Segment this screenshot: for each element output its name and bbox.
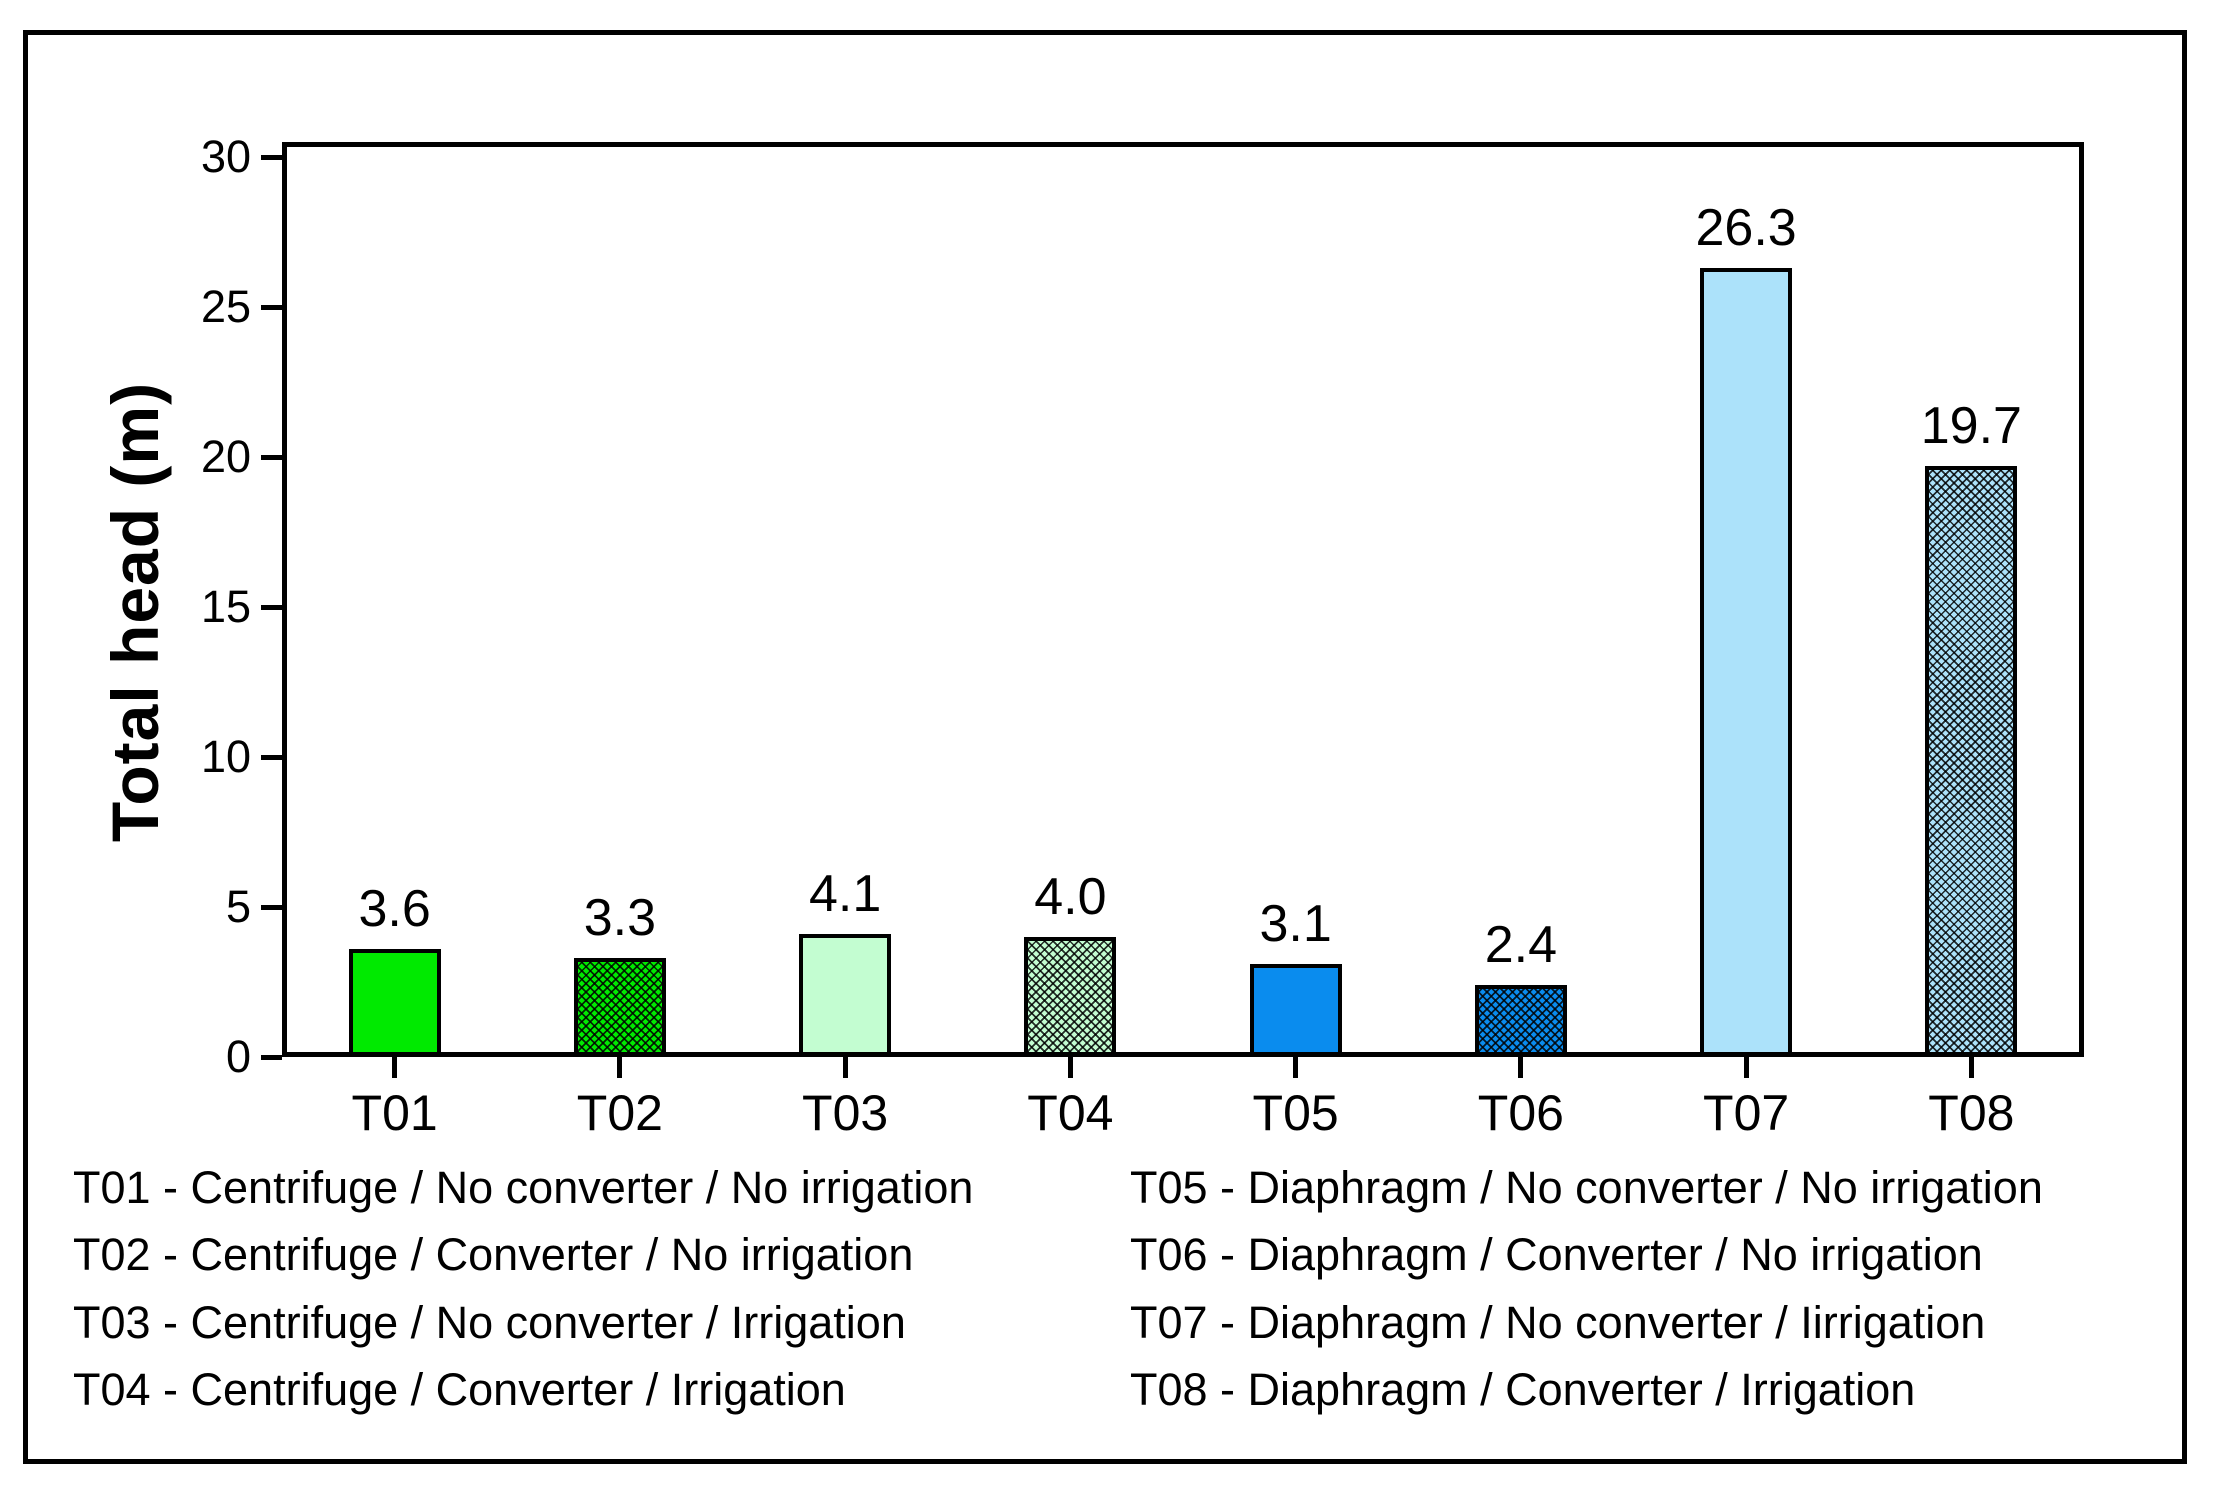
y-tick-label-10: 10	[200, 731, 251, 782]
x-tick-label-T05: T05	[1252, 1085, 1339, 1141]
y-tick-10	[261, 754, 282, 760]
bar-value-label-T08: 19.7	[1920, 397, 2022, 455]
bar-value-label-T02: 3.3	[583, 889, 657, 947]
x-tick-label-T02: T02	[576, 1085, 663, 1141]
y-tick-5	[261, 904, 282, 910]
plot-area-frame	[282, 142, 2084, 1057]
bar-T06	[1474, 985, 1567, 1057]
bar-value-label-T03: 4.1	[808, 865, 882, 923]
legend-item-t07: T07 - Diaphragm / No converter / Iirriga…	[1130, 1297, 1986, 1348]
legend-item-t05: T05 - Diaphragm / No converter / No irri…	[1130, 1162, 2043, 1213]
x-tick-label-T04: T04	[1027, 1085, 1114, 1141]
x-tick-label-T07: T07	[1703, 1085, 1790, 1141]
x-tick-T04	[1067, 1057, 1073, 1078]
x-tick-label-T08: T08	[1928, 1085, 2015, 1141]
bar-T01	[348, 949, 441, 1057]
y-tick-label-25: 25	[200, 281, 251, 332]
legend-item-t01: T01 - Centrifuge / No converter / No irr…	[73, 1162, 974, 1213]
x-tick-label-T01: T01	[351, 1085, 438, 1141]
legend-item-t06: T06 - Diaphragm / Converter / No irrigat…	[1130, 1229, 1983, 1280]
x-tick-label-T03: T03	[802, 1085, 889, 1141]
bars-layer: 3.6 3.3 4.1 4.0 3.1 2.4 26.3 19.7	[282, 142, 2084, 1057]
legend-item-t03: T03 - Centrifuge / No converter / Irriga…	[73, 1297, 906, 1348]
axis-ticks-layer: 0 5 10 15 20 25 30 T01 T02 T03 T04 T05 T06 T07 T08	[201, 132, 2084, 1141]
legend-item-t08: T08 - Diaphragm / Converter / Irrigation	[1130, 1364, 1916, 1415]
bar-value-label-T01: 3.6	[358, 880, 431, 938]
y-tick-25	[261, 304, 282, 310]
x-tick-T02	[617, 1057, 623, 1078]
y-tick-20	[261, 454, 282, 460]
y-tick-label-30: 30	[200, 131, 251, 182]
figure-border	[23, 30, 2187, 1464]
y-tick-15	[261, 604, 282, 610]
legend-item-t02: T02 - Centrifuge / Converter / No irriga…	[73, 1229, 914, 1280]
x-tick-T06	[1518, 1057, 1524, 1078]
bar-T08	[1925, 466, 2018, 1057]
bar-T04	[1024, 937, 1117, 1057]
x-tick-T01	[392, 1057, 398, 1078]
bar-T03	[799, 934, 892, 1057]
y-tick-label-0: 0	[225, 1031, 251, 1082]
bar-T02	[573, 958, 666, 1057]
y-tick-0	[261, 1054, 282, 1060]
y-tick-label-5: 5	[225, 881, 251, 932]
bar-value-label-T05: 3.1	[1259, 895, 1332, 953]
y-tick-label-15: 15	[200, 581, 251, 632]
y-tick-30	[261, 154, 282, 160]
bar-T07	[1700, 268, 1793, 1057]
x-tick-T05	[1293, 1057, 1299, 1078]
bar-value-label-T07: 26.3	[1695, 199, 1797, 257]
x-tick-T07	[1743, 1057, 1749, 1078]
x-tick-T03	[842, 1057, 848, 1078]
bar-value-label-T06: 2.4	[1484, 916, 1558, 974]
x-tick-T08	[1968, 1057, 1974, 1078]
y-tick-label-20: 20	[200, 431, 251, 482]
x-tick-label-T06: T06	[1477, 1085, 1564, 1141]
legend-item-t04: T04 - Centrifuge / Converter / Irrigatio…	[73, 1364, 846, 1415]
bar-value-label-T04: 4.0	[1034, 868, 1107, 926]
